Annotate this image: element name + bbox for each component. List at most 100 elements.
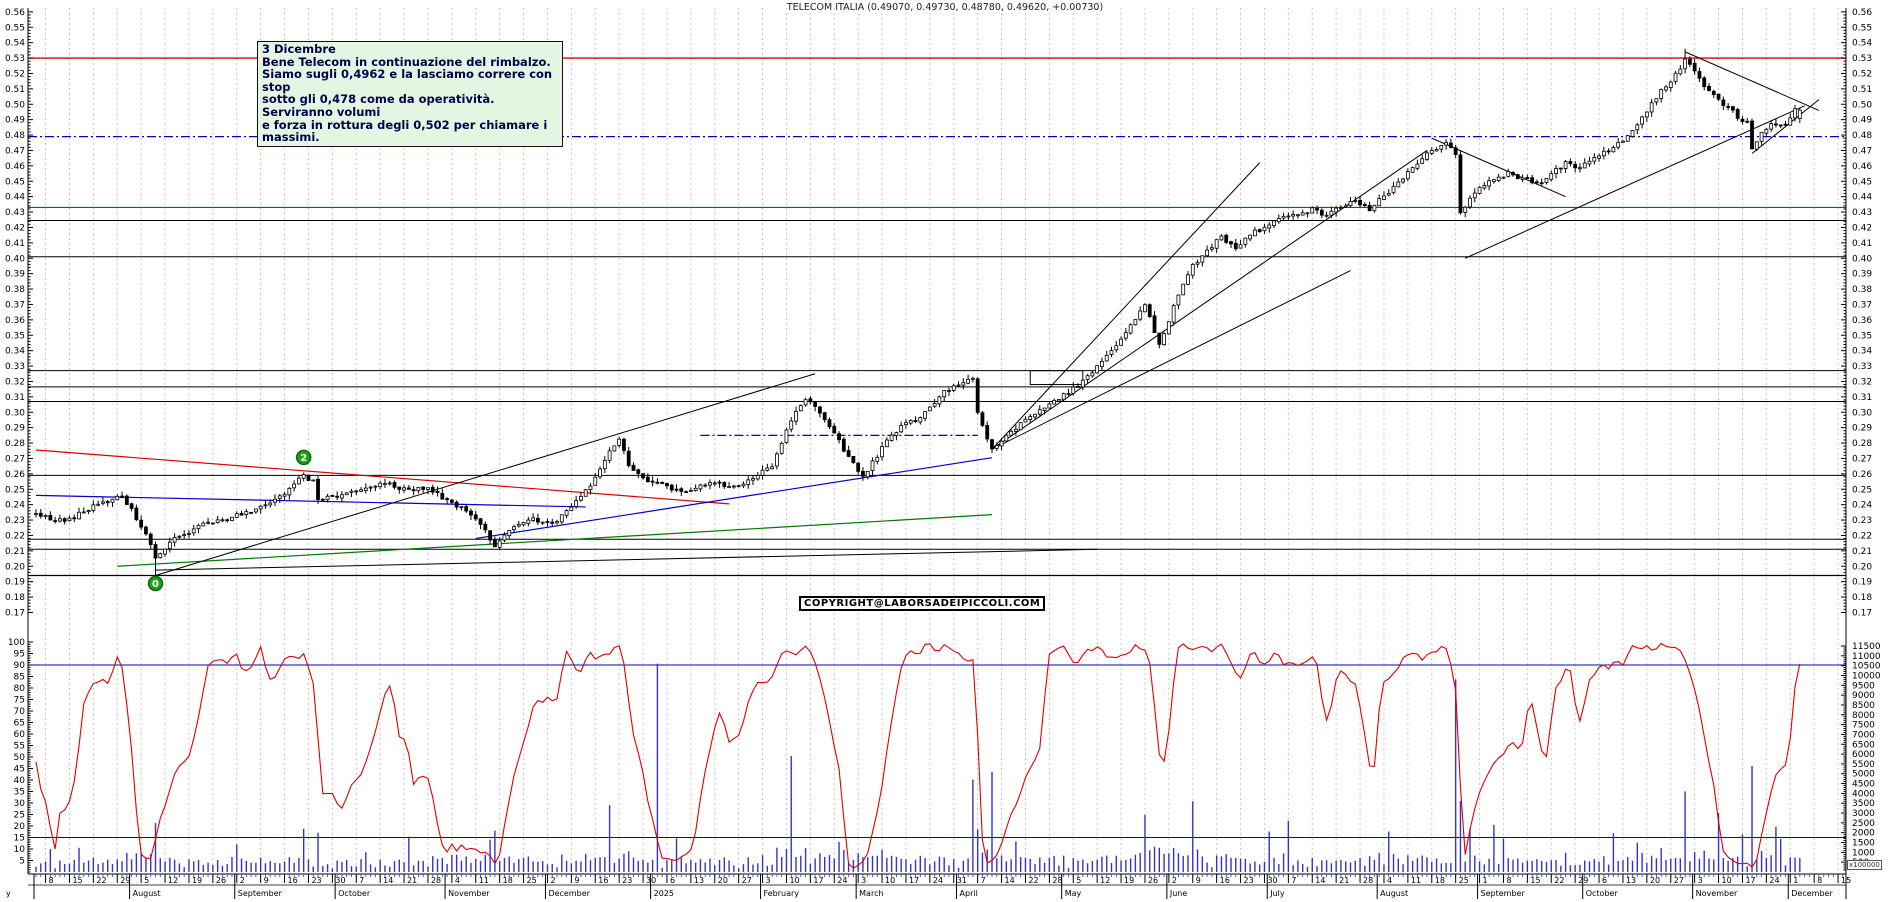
svg-text:4: 4 — [455, 876, 460, 885]
svg-text:2: 2 — [300, 453, 307, 464]
svg-text:0.49: 0.49 — [5, 116, 25, 126]
svg-text:5500: 5500 — [1852, 760, 1875, 770]
svg-text:14: 14 — [383, 876, 393, 885]
svg-text:21: 21 — [407, 876, 417, 885]
svg-text:13: 13 — [1626, 876, 1636, 885]
svg-text:June: June — [1169, 889, 1188, 898]
svg-text:0.53: 0.53 — [5, 54, 25, 64]
svg-text:22: 22 — [1554, 876, 1564, 885]
svg-text:6500: 6500 — [1852, 740, 1875, 750]
svg-text:October: October — [338, 889, 371, 898]
svg-text:0.56: 0.56 — [1852, 8, 1872, 18]
svg-text:0.51: 0.51 — [1852, 85, 1872, 95]
svg-text:24: 24 — [933, 876, 943, 885]
svg-text:August: August — [1380, 889, 1408, 898]
svg-text:0.37: 0.37 — [5, 300, 25, 310]
svg-text:0.36: 0.36 — [1852, 316, 1872, 326]
svg-text:0.39: 0.39 — [5, 270, 25, 280]
svg-text:0.45: 0.45 — [5, 177, 25, 187]
svg-text:0.44: 0.44 — [5, 193, 25, 203]
svg-text:45: 45 — [14, 765, 25, 775]
svg-text:75: 75 — [14, 696, 25, 706]
svg-text:10500: 10500 — [1852, 662, 1881, 672]
svg-text:September: September — [1481, 889, 1526, 898]
svg-text:11: 11 — [1411, 876, 1421, 885]
svg-text:0.19: 0.19 — [1852, 578, 1872, 588]
svg-text:10: 10 — [789, 876, 799, 885]
volume-multiplier-label: x100000 — [1847, 860, 1882, 870]
svg-text:7: 7 — [981, 876, 986, 885]
svg-text:0.54: 0.54 — [5, 39, 25, 49]
svg-text:0.17: 0.17 — [5, 608, 25, 618]
svg-text:0.35: 0.35 — [1852, 331, 1872, 341]
svg-text:0.24: 0.24 — [5, 501, 25, 511]
svg-text:March: March — [859, 889, 883, 898]
svg-text:100: 100 — [8, 638, 25, 648]
copyright-stamp: COPYRIGHT@LABORSADEIPICCOLI.COM — [799, 596, 1046, 611]
svg-text:8000: 8000 — [1852, 711, 1875, 721]
svg-text:0.20: 0.20 — [5, 562, 25, 572]
svg-text:0.30: 0.30 — [5, 408, 25, 418]
svg-text:8: 8 — [1817, 876, 1822, 885]
annotation-line: sotto gli 0,478 come da operatività. Ser… — [262, 92, 495, 119]
svg-text:16: 16 — [288, 876, 298, 885]
svg-text:9: 9 — [264, 876, 269, 885]
svg-text:27: 27 — [1674, 876, 1684, 885]
svg-text:9500: 9500 — [1852, 681, 1875, 691]
annotation-line: e forza in rottura degli 0,502 per chiam… — [262, 117, 548, 145]
svg-text:9000: 9000 — [1852, 691, 1875, 701]
svg-text:29: 29 — [1578, 876, 1588, 885]
svg-text:0.32: 0.32 — [5, 377, 25, 387]
svg-text:4000: 4000 — [1852, 789, 1875, 799]
svg-text:7: 7 — [359, 876, 364, 885]
svg-text:12: 12 — [1100, 876, 1110, 885]
svg-text:3: 3 — [1698, 876, 1703, 885]
svg-text:90: 90 — [14, 661, 26, 671]
svg-text:0.29: 0.29 — [1852, 424, 1872, 434]
svg-text:21: 21 — [1339, 876, 1349, 885]
svg-text:0.23: 0.23 — [1852, 516, 1872, 526]
svg-text:25: 25 — [14, 811, 25, 821]
svg-text:0.26: 0.26 — [5, 470, 25, 480]
annotation-line: Bene Telecom in continuazione del rimbal… — [262, 54, 551, 69]
svg-text:0.26: 0.26 — [1852, 470, 1872, 480]
svg-text:0.45: 0.45 — [1852, 177, 1872, 187]
svg-text:0.54: 0.54 — [1852, 39, 1872, 49]
svg-text:0.34: 0.34 — [5, 347, 25, 357]
svg-text:24: 24 — [1769, 876, 1779, 885]
svg-text:31: 31 — [957, 876, 967, 885]
svg-text:0.29: 0.29 — [5, 424, 25, 434]
svg-text:November: November — [448, 889, 490, 898]
svg-text:0.50: 0.50 — [5, 100, 25, 110]
svg-text:0.48: 0.48 — [5, 131, 25, 141]
svg-text:10: 10 — [14, 845, 26, 855]
svg-text:0.24: 0.24 — [1852, 501, 1872, 511]
svg-text:12: 12 — [168, 876, 178, 885]
svg-text:0.43: 0.43 — [5, 208, 25, 218]
svg-text:2500: 2500 — [1852, 819, 1875, 829]
svg-text:0.42: 0.42 — [1852, 223, 1872, 233]
svg-text:2025: 2025 — [654, 889, 674, 898]
wave-marker: 2 — [295, 449, 312, 466]
svg-text:26: 26 — [1148, 876, 1158, 885]
svg-text:17: 17 — [813, 876, 823, 885]
svg-text:September: September — [238, 889, 283, 898]
svg-text:April: April — [960, 889, 978, 898]
svg-text:2: 2 — [1172, 876, 1177, 885]
svg-text:6: 6 — [1602, 876, 1607, 885]
svg-text:0.43: 0.43 — [1852, 208, 1872, 218]
svg-text:0: 0 — [152, 579, 159, 590]
svg-text:December: December — [1791, 889, 1833, 898]
svg-text:16: 16 — [598, 876, 608, 885]
svg-text:65: 65 — [14, 719, 25, 729]
svg-text:May: May — [1065, 889, 1082, 898]
indicator-panel — [28, 642, 1846, 872]
svg-text:October: October — [1586, 889, 1619, 898]
svg-text:0.46: 0.46 — [1852, 162, 1872, 172]
svg-text:27: 27 — [742, 876, 752, 885]
svg-text:0.28: 0.28 — [1852, 439, 1872, 449]
svg-text:10: 10 — [885, 876, 895, 885]
svg-text:0.36: 0.36 — [5, 316, 25, 326]
